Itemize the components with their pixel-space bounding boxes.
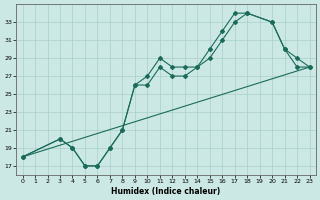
X-axis label: Humidex (Indice chaleur): Humidex (Indice chaleur): [111, 187, 221, 196]
